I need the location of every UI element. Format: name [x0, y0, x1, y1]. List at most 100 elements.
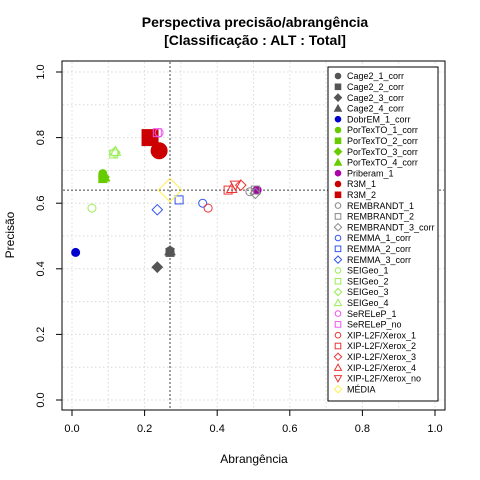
legend-label: R3M_2 [347, 190, 376, 200]
y-tick-label: 0.8 [35, 130, 47, 145]
data-point [203, 203, 213, 213]
legend-marker [333, 384, 343, 394]
data-point [229, 180, 242, 192]
legend-label: XIP-L2F/Xerox_1 [347, 330, 416, 340]
legend-marker [334, 202, 342, 209]
legend-label: REMMA_2_corr [347, 244, 411, 254]
legend-label: PorTexTO_1_corr [347, 125, 418, 135]
x-tick-label: 1.0 [427, 423, 442, 435]
legend-marker [334, 72, 342, 80]
data-point [109, 145, 122, 156]
x-axis-label: Abrangência [220, 452, 288, 466]
legend-marker [334, 115, 342, 123]
legend-marker [334, 180, 342, 188]
chart-title-line2: [Classificação : ALT : Total] [164, 32, 346, 48]
legend-marker [334, 310, 342, 317]
legend-marker [334, 126, 342, 134]
legend-label: SEIGeo_3 [347, 287, 389, 297]
data-point [198, 198, 208, 208]
legend-label: SEIGeo_4 [347, 298, 389, 308]
data-point [71, 247, 81, 257]
legend-marker [333, 103, 343, 112]
legend-label: Cage2_2_corr [347, 82, 404, 92]
legend-marker [333, 352, 343, 362]
legend-marker [333, 298, 343, 307]
data-point [245, 187, 255, 197]
legend-marker [333, 363, 343, 371]
legend-box [327, 66, 439, 402]
legend-label: Cage2_1_corr [347, 71, 404, 81]
x-tick-label: 0.4 [210, 423, 225, 435]
legend-marker [333, 222, 343, 232]
legend-marker [334, 213, 342, 220]
x-tick-label: 0.2 [137, 423, 152, 435]
data-point [223, 185, 233, 195]
data-point [152, 128, 162, 138]
legend-marker [334, 191, 342, 199]
legend-marker [334, 342, 342, 350]
legend-label: SEIGeo_2 [347, 276, 389, 286]
legend-label: XIP-L2F/Xerox_4 [347, 363, 416, 373]
data-point [234, 179, 247, 192]
legend-marker [333, 375, 343, 383]
x-tick-label: 0.6 [282, 423, 297, 435]
y-axis: 0.0 0.2 0.4 0.6 0.8 1.0 [35, 64, 62, 408]
legend-label: DobrEM_1_corr [347, 114, 411, 124]
x-tick-label: 0.0 [64, 423, 79, 435]
y-tick-label: 0.6 [35, 196, 47, 211]
data-point [151, 261, 164, 274]
legend-label: SeRELeP_no [347, 320, 402, 330]
legend-marker [334, 321, 342, 328]
chart-title-line1: Perspectiva precisão/abrangência [142, 14, 369, 30]
legend-marker [333, 157, 343, 166]
legend-label: XIP-L2F/Xerox_no [347, 374, 421, 384]
legend-label: XIP-L2F/Xerox_3 [347, 352, 416, 362]
legend-marker [333, 147, 343, 156]
legend-label: Cage2_4_corr [347, 104, 404, 114]
legend-marker [333, 93, 343, 102]
legend-label: REMBRANDT_2 [347, 212, 414, 222]
data-point [150, 142, 168, 160]
legend-label: MÉDIA [347, 384, 376, 394]
legend-marker [334, 267, 342, 274]
data-point [98, 170, 111, 182]
legend-label: PorTexTO_2_corr [347, 136, 418, 146]
data-points [71, 128, 262, 274]
data-point [164, 244, 176, 256]
data-point [151, 203, 164, 216]
x-tick-label: 0.8 [355, 423, 370, 435]
legend-marker [333, 255, 343, 264]
legend-marker [334, 169, 342, 177]
legend-marker [334, 234, 342, 242]
legend-marker [334, 245, 342, 253]
data-point [249, 187, 262, 200]
legend-label: PorTexTO_4_corr [347, 158, 418, 168]
legend-label: REMBRANDT_1 [347, 201, 414, 211]
legend-label: REMMA_1_corr [347, 233, 411, 243]
legend-label: Priberam_1 [347, 168, 394, 178]
legend-marker [334, 277, 342, 285]
legend-marker [333, 287, 343, 297]
legend-label: XIP-L2F/Xerox_2 [347, 341, 416, 351]
legend-label: PorTexTO_3_corr [347, 147, 418, 157]
y-tick-label: 1.0 [35, 64, 47, 79]
legend-items: Cage2_1_corrCage2_2_corrCage2_3_corrCage… [333, 71, 435, 394]
legend-label: REMMA_3_corr [347, 255, 411, 265]
legend-label: Cage2_3_corr [347, 93, 404, 103]
y-tick-label: 0.0 [35, 392, 47, 407]
plot-frame [61, 60, 446, 411]
data-point [87, 203, 97, 213]
legend-label: R3M_1 [347, 179, 376, 189]
y-tick-label: 0.2 [35, 327, 47, 342]
legend-label: SEIGeo_1 [347, 266, 389, 276]
x-axis: 0.0 0.2 0.4 0.6 0.8 1.0 [64, 410, 443, 435]
data-point [174, 195, 184, 205]
data-point [250, 185, 260, 195]
legend-marker [334, 83, 342, 91]
legend-marker [334, 137, 342, 145]
data-point [157, 177, 183, 203]
legend-marker [334, 331, 342, 339]
legend-label: REMBRANDT_3_corr [347, 222, 435, 232]
y-axis-label: Precisão [3, 211, 17, 258]
